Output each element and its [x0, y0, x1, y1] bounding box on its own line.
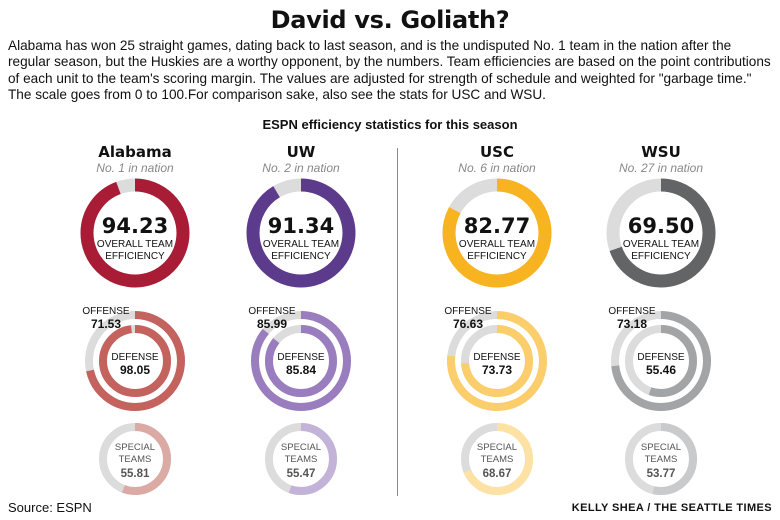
team-usc-offense-value: 76.63 — [453, 317, 483, 331]
team-alabama-defense-ring-arc — [99, 325, 171, 397]
team-wsu-defense-ring-arc — [625, 325, 697, 397]
team-uw-special-label-2: TEAMS — [285, 454, 318, 465]
team-uw-defense-label: DEFENSE — [277, 352, 325, 363]
team-wsu-defense-label: DEFENSE — [637, 352, 685, 363]
team-wsu-defense-value: 55.46 — [646, 363, 676, 377]
team-alabama-overall-label-2: EFFICIENCY — [105, 251, 165, 262]
team-wsu-special-label-1: SPECIAL — [641, 442, 681, 453]
team-wsu-special-label-2: TEAMS — [645, 454, 678, 465]
team-alabama-special-value: 55.81 — [121, 468, 150, 480]
team-wsu-special-value: 53.77 — [647, 468, 676, 480]
team-usc-offense-ring-arc — [447, 311, 547, 411]
team-usc-overall-value: 82.77 — [464, 214, 530, 238]
team-wsu-overall-label-2: EFFICIENCY — [631, 251, 691, 262]
intro-text: Alabama has won 25 straight games, datin… — [8, 38, 771, 103]
team-wsu-overall-value: 69.50 — [628, 214, 694, 238]
team-alabama-special-label-2: TEAMS — [119, 454, 152, 465]
team-alabama-special-label-1: SPECIAL — [115, 442, 155, 453]
team-uw-defense-ring-arc — [265, 325, 337, 397]
team-wsu-offense-value: 73.18 — [617, 317, 647, 331]
team-wsu-overall-ring-arc — [606, 178, 716, 288]
team-uw-offense-ring-arc — [251, 311, 351, 411]
team-usc-rank: No. 6 in nation — [458, 161, 536, 175]
team-usc-name: USC — [480, 143, 514, 161]
team-wsu-overall-label-1: OVERALL TEAM — [623, 239, 699, 250]
team-alabama-overall-ring-arc — [80, 178, 190, 288]
team-uw-special-label-1: SPECIAL — [281, 442, 321, 453]
team-alabama-overall-value: 94.23 — [102, 214, 168, 238]
team-alabama-offense-value: 71.53 — [91, 317, 121, 331]
team-usc-defense-ring-arc — [461, 325, 533, 397]
team-usc-special-ring-arc — [461, 423, 533, 495]
team-usc-overall-ring-arc — [442, 178, 552, 288]
team-alabama-overall-label-1: OVERALL TEAM — [97, 239, 173, 250]
chart-title: David vs. Goliath? — [270, 6, 510, 34]
team-wsu-name: WSU — [641, 143, 681, 161]
team-alabama-defense-label: DEFENSE — [111, 352, 159, 363]
team-uw-defense-value: 85.84 — [286, 363, 316, 377]
team-wsu-offense-label: OFFENSE — [608, 306, 656, 317]
team-uw-special-value: 55.47 — [287, 468, 316, 480]
column-divider — [397, 148, 398, 496]
team-wsu-offense-ring-arc — [611, 311, 711, 411]
team-usc-overall-label-1: OVERALL TEAM — [459, 239, 535, 250]
team-alabama-defense-value: 98.05 — [120, 363, 150, 377]
team-uw-offense-label: OFFENSE — [248, 306, 296, 317]
team-uw-special-ring-arc — [265, 423, 337, 495]
team-alabama-name: Alabama — [98, 143, 171, 161]
chart-subtitle: ESPN efficiency statistics for this seas… — [262, 117, 518, 132]
team-alabama-offense-label: OFFENSE — [82, 306, 130, 317]
source-note: Source: ESPN — [8, 500, 92, 515]
team-alabama-offense-ring-arc — [85, 311, 185, 411]
team-uw-overall-label-1: OVERALL TEAM — [263, 239, 339, 250]
credit-line: KELLY SHEA / THE SEATTLE TIMES — [571, 502, 772, 514]
team-alabama-special-ring-arc — [99, 423, 171, 495]
team-usc-overall-label-2: EFFICIENCY — [467, 251, 527, 262]
team-usc-special-label-1: SPECIAL — [477, 442, 517, 453]
team-uw-overall-label-2: EFFICIENCY — [271, 251, 331, 262]
team-usc-special-value: 68.67 — [483, 468, 512, 480]
team-alabama-rank: No. 1 in nation — [96, 161, 174, 175]
team-uw-name: UW — [287, 143, 316, 161]
team-usc-special-label-2: TEAMS — [481, 454, 514, 465]
team-uw-offense-value: 85.99 — [257, 317, 287, 331]
team-usc-offense-label: OFFENSE — [444, 306, 492, 317]
team-uw-rank: No. 2 in nation — [262, 161, 340, 175]
team-wsu-special-ring-arc — [625, 423, 697, 495]
team-uw-overall-ring-arc — [246, 178, 356, 288]
team-wsu-rank: No. 27 in nation — [619, 161, 703, 175]
team-usc-defense-value: 73.73 — [482, 363, 512, 377]
team-uw-overall-value: 91.34 — [268, 214, 334, 238]
team-usc-defense-label: DEFENSE — [473, 352, 521, 363]
